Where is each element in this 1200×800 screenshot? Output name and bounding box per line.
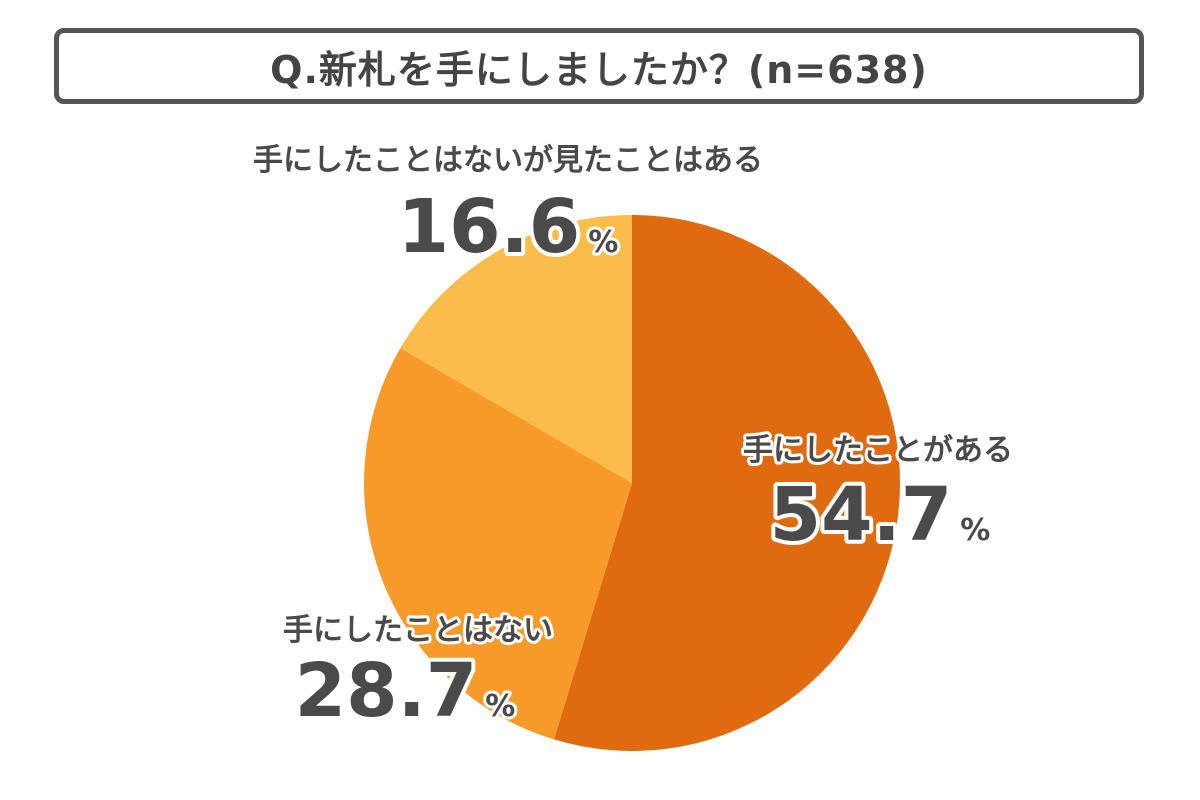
slice-label-group-0: 手にしたことがある 54.7% [740,430,1016,562]
pie-slices [364,215,900,751]
slice-value-label: 54.7 [770,472,953,558]
slice-category-label: 手にしたことはない [283,613,553,648]
slice-value-label: 16.6 [398,184,581,270]
slice-value-label: 28.7 [295,648,478,734]
pie-slice-1 [364,348,632,740]
chart-title-box: Q.新札を手にしましたか？(n=638) [54,28,1144,104]
slice-unit-label: % [485,689,515,724]
slice-label-group-2: 手にしたことはないが見たことはある 16.6% [250,140,766,274]
slice-label-group-1: 手にしたことはない 28.7% [280,610,556,738]
chart-title: Q.新札を手にしましたか？(n=638) [270,47,928,92]
slice-category-label: 手にしたことがある [743,433,1013,468]
pie-slice-2 [400,215,632,483]
pie-slice-0 [554,215,900,751]
slice-unit-label: % [960,513,990,548]
slice-unit-label: % [588,225,618,260]
slice-category-label: 手にしたことはないが見たことはある [253,143,763,178]
slice-value-line: 28.7% [295,648,516,734]
slice-value-line: 16.6% [398,184,619,270]
slice-value-line: 54.7% [770,472,991,558]
